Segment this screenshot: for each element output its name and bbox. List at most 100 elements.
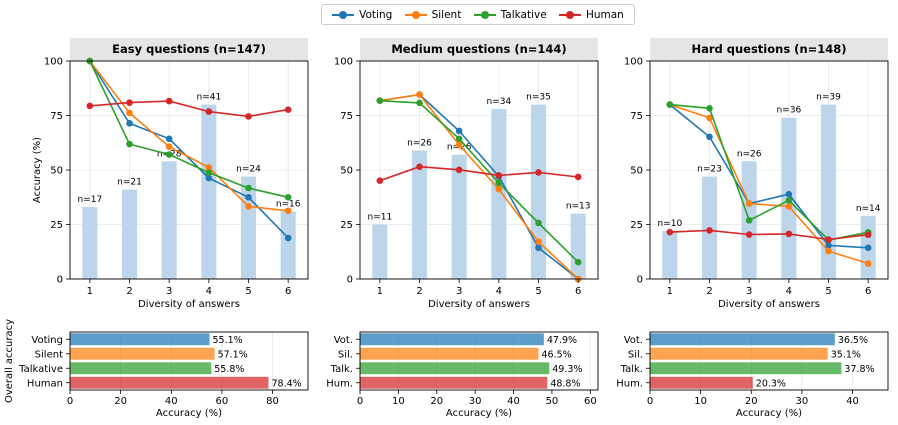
easy-point-talkative bbox=[245, 184, 252, 192]
medium-point-silent bbox=[535, 238, 542, 246]
hard-overall-category-label: Vot. bbox=[624, 335, 643, 346]
hard-count-bar bbox=[662, 231, 678, 279]
easy-xtick-label: 3 bbox=[166, 286, 172, 297]
easy-xlabel: Diversity of answers bbox=[138, 299, 240, 310]
easy-overall-category-label: Talkative bbox=[18, 364, 63, 375]
hard-point-talkative bbox=[666, 101, 674, 108]
medium-line-talkative bbox=[379, 99, 579, 263]
medium-xtick-label: 4 bbox=[496, 286, 502, 297]
medium-overall-category-label: Talk. bbox=[330, 364, 353, 375]
medium-overall-xtick-label: 30 bbox=[469, 396, 482, 407]
easy-count-bar bbox=[161, 161, 177, 279]
medium-point-voting bbox=[455, 127, 463, 135]
medium-count-bar bbox=[570, 213, 586, 279]
easy-ytick-label: 75 bbox=[50, 111, 63, 122]
medium-overall-plot-frame bbox=[359, 331, 599, 391]
medium-title-bg bbox=[360, 38, 598, 61]
medium-overall-bar bbox=[360, 347, 539, 360]
medium-ytick-label: 75 bbox=[340, 111, 353, 122]
legend-item-voting: Voting bbox=[332, 9, 392, 21]
hard-xtick-label: 1 bbox=[667, 286, 673, 297]
hard-point-voting bbox=[785, 190, 793, 198]
easy-overall-value-label: 78.4% bbox=[272, 378, 302, 389]
hard-overall-plot-frame bbox=[649, 331, 889, 391]
hard-overall-value-label: 35.1% bbox=[831, 349, 861, 360]
easy-xtick-label: 4 bbox=[206, 286, 212, 297]
medium-xtick-label: 5 bbox=[535, 286, 541, 297]
easy-overall-xtick-label: 20 bbox=[114, 396, 127, 407]
medium-xtick-label: 2 bbox=[416, 286, 422, 297]
easy-count-label: n=17 bbox=[77, 195, 102, 205]
medium-point-talkative bbox=[455, 135, 463, 143]
hard-point-voting bbox=[864, 244, 872, 252]
easy-point-voting bbox=[205, 174, 213, 182]
hard-ytick-label: 100 bbox=[624, 57, 643, 68]
hard-point-human bbox=[666, 228, 674, 236]
medium-count-label: n=13 bbox=[566, 202, 591, 212]
hard-overall-category-label: Talk. bbox=[620, 364, 643, 375]
medium-overall-category-label: Hum. bbox=[326, 378, 353, 389]
legend-marker-human bbox=[558, 10, 581, 20]
easy-overall-bar bbox=[70, 347, 215, 360]
easy-point-human bbox=[165, 97, 173, 105]
hard-ytick-label: 75 bbox=[630, 111, 643, 122]
hard-point-human bbox=[706, 227, 713, 234]
hard-count-label: n=23 bbox=[697, 165, 722, 175]
medium-overall-bar bbox=[360, 376, 548, 389]
medium-overall-value-label: 48.8% bbox=[550, 378, 580, 389]
easy-point-human bbox=[126, 99, 133, 106]
hard-line-silent bbox=[669, 103, 869, 265]
hard-ytick-label: 25 bbox=[630, 220, 643, 231]
hard-plot-frame bbox=[649, 60, 889, 280]
medium-count-bar bbox=[372, 224, 388, 279]
medium-point-human bbox=[495, 172, 503, 179]
easy-point-voting bbox=[245, 193, 252, 201]
medium-overall-xtick-label: 10 bbox=[392, 396, 405, 407]
hard-overall-bar bbox=[650, 362, 842, 375]
easy-ytick-label: 0 bbox=[57, 275, 63, 286]
easy-panel-title: Easy questions (n=147) bbox=[112, 42, 266, 56]
easy-overall-bar bbox=[70, 376, 269, 389]
hard-point-talkative bbox=[706, 105, 713, 112]
medium-point-talkative bbox=[416, 99, 423, 107]
medium-point-human bbox=[416, 163, 423, 171]
easy-overall-value-label: 55.1% bbox=[213, 335, 243, 346]
hard-ytick-label: 0 bbox=[637, 275, 643, 286]
easy-ytick-label: 50 bbox=[50, 166, 63, 177]
easy-count-bar bbox=[240, 176, 257, 279]
hard-point-silent bbox=[785, 203, 793, 210]
legend-item-silent: Silent bbox=[404, 9, 461, 21]
legend-label-voting: Voting bbox=[359, 8, 393, 21]
medium-point-talkative bbox=[376, 97, 384, 104]
easy-point-silent bbox=[165, 143, 173, 150]
hard-overall-xtick-label: 20 bbox=[745, 396, 758, 407]
medium-overall-bar bbox=[360, 362, 550, 375]
easy-point-talkative bbox=[126, 140, 133, 148]
easy-point-talkative bbox=[205, 169, 213, 176]
hard-count-label: n=36 bbox=[776, 106, 801, 116]
easy-point-voting bbox=[126, 120, 133, 127]
easy-point-human bbox=[86, 102, 94, 110]
medium-overall-category-label: Vot. bbox=[334, 335, 353, 346]
medium-point-human bbox=[574, 173, 582, 181]
medium-panel-title: Medium questions (n=144) bbox=[391, 42, 566, 56]
hard-overall-bar bbox=[650, 333, 835, 346]
easy-xtick-label: 1 bbox=[87, 286, 93, 297]
medium-overall-value-label: 46.5% bbox=[542, 349, 572, 360]
medium-ytick-label: 50 bbox=[340, 166, 353, 177]
hard-overall-category-label: Hum. bbox=[616, 378, 643, 389]
easy-count-bar bbox=[121, 189, 138, 279]
hard-overall-value-label: 37.8% bbox=[844, 364, 874, 375]
hard-point-silent bbox=[825, 247, 832, 255]
hard-overall-xtick-label: 10 bbox=[694, 396, 707, 407]
medium-count-label: n=26 bbox=[407, 138, 432, 148]
medium-point-talkative bbox=[535, 219, 542, 227]
easy-count-bar bbox=[280, 211, 296, 279]
easy-count-label: n=16 bbox=[276, 199, 301, 209]
hard-count-label: n=14 bbox=[856, 204, 881, 214]
legend-label-talkative: Talkative bbox=[500, 8, 547, 21]
medium-xtick-label: 6 bbox=[575, 286, 581, 297]
easy-line-human bbox=[89, 100, 289, 118]
hard-overall-category-label: Sil. bbox=[628, 349, 643, 360]
hard-point-human bbox=[825, 236, 832, 243]
